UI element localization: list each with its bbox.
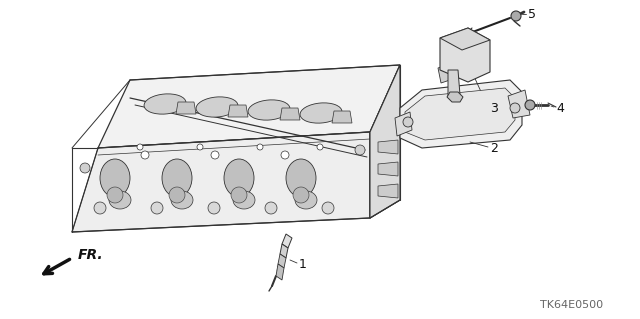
Circle shape [141, 151, 149, 159]
Text: 2: 2 [490, 142, 498, 154]
Ellipse shape [196, 97, 238, 117]
Ellipse shape [300, 103, 342, 123]
Ellipse shape [286, 159, 316, 197]
Circle shape [265, 202, 277, 214]
Circle shape [525, 100, 535, 110]
Circle shape [293, 187, 309, 203]
Polygon shape [438, 60, 465, 83]
Circle shape [322, 202, 334, 214]
Text: TK64E0500: TK64E0500 [540, 300, 603, 310]
Circle shape [94, 202, 106, 214]
Text: 1: 1 [299, 257, 307, 271]
Circle shape [511, 11, 521, 21]
Ellipse shape [233, 191, 255, 209]
Ellipse shape [109, 191, 131, 209]
Polygon shape [440, 28, 490, 82]
Polygon shape [276, 264, 284, 280]
Circle shape [211, 151, 219, 159]
Circle shape [257, 144, 263, 150]
Circle shape [403, 117, 413, 127]
Polygon shape [378, 140, 398, 154]
Circle shape [510, 103, 520, 113]
Circle shape [281, 151, 289, 159]
Polygon shape [405, 88, 515, 140]
Polygon shape [447, 92, 463, 102]
Text: 3: 3 [490, 101, 498, 115]
Polygon shape [395, 112, 412, 136]
Circle shape [208, 202, 220, 214]
Circle shape [169, 187, 185, 203]
Text: FR.: FR. [78, 248, 104, 262]
Circle shape [197, 144, 203, 150]
Circle shape [107, 187, 123, 203]
Text: 4: 4 [556, 101, 564, 115]
Ellipse shape [144, 94, 186, 114]
Circle shape [355, 145, 365, 155]
Ellipse shape [248, 100, 290, 120]
Polygon shape [280, 108, 300, 120]
Ellipse shape [100, 159, 130, 197]
Polygon shape [370, 65, 400, 218]
Circle shape [137, 144, 143, 150]
Polygon shape [378, 162, 398, 176]
Text: 5: 5 [528, 9, 536, 21]
Circle shape [151, 202, 163, 214]
Ellipse shape [171, 191, 193, 209]
Polygon shape [278, 254, 286, 268]
Polygon shape [332, 111, 352, 123]
Polygon shape [72, 132, 370, 232]
Polygon shape [440, 28, 490, 50]
Polygon shape [176, 102, 196, 114]
Circle shape [80, 163, 90, 173]
Ellipse shape [295, 191, 317, 209]
Polygon shape [448, 70, 460, 100]
Circle shape [317, 144, 323, 150]
Ellipse shape [224, 159, 254, 197]
Polygon shape [400, 80, 522, 148]
Polygon shape [280, 244, 288, 258]
Polygon shape [98, 65, 400, 148]
Circle shape [231, 187, 247, 203]
Polygon shape [378, 184, 398, 198]
Polygon shape [508, 90, 530, 118]
Polygon shape [370, 65, 400, 218]
Polygon shape [282, 234, 292, 248]
Polygon shape [228, 105, 248, 117]
Ellipse shape [162, 159, 192, 197]
